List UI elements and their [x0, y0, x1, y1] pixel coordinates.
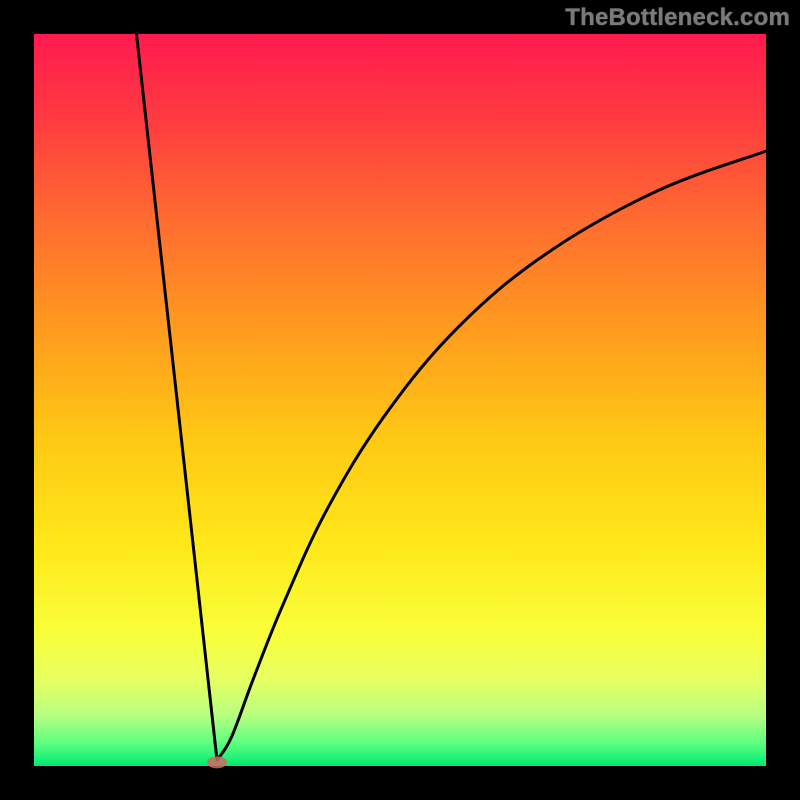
plot-background [34, 34, 766, 766]
plot-svg [0, 0, 800, 800]
watermark-label: TheBottleneck.com [565, 4, 790, 32]
chart-frame: TheBottleneck.com [0, 0, 800, 800]
minimum-marker [207, 756, 227, 768]
